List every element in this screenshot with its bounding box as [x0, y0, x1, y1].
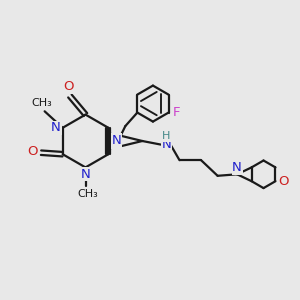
- Text: O: O: [279, 175, 289, 188]
- Text: H: H: [162, 131, 170, 141]
- Text: O: O: [27, 145, 37, 158]
- Text: N: N: [81, 167, 90, 181]
- Text: CH₃: CH₃: [77, 189, 98, 200]
- Text: N: N: [161, 138, 171, 151]
- Text: N: N: [51, 121, 61, 134]
- Text: F: F: [173, 106, 181, 119]
- Text: O: O: [63, 80, 74, 94]
- Text: N: N: [111, 135, 121, 148]
- Text: N: N: [111, 134, 121, 147]
- Text: N: N: [232, 161, 242, 174]
- Text: CH₃: CH₃: [32, 98, 52, 108]
